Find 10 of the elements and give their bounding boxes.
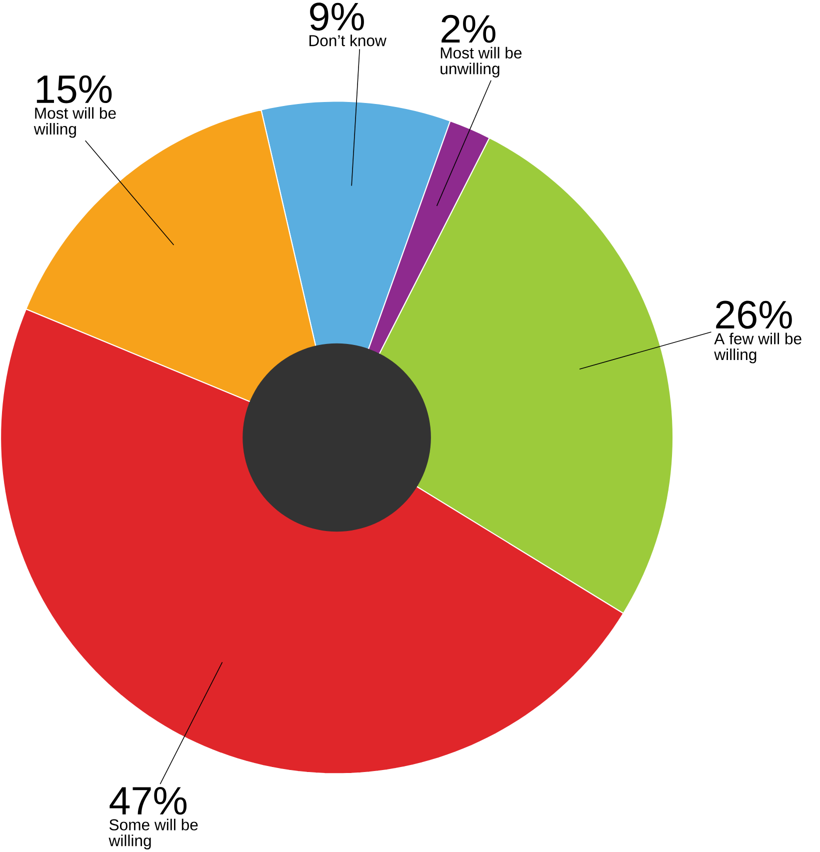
data-label: 47% xyxy=(110,786,187,815)
slice-label: A few will be willing xyxy=(714,332,802,364)
slice-label: Some will be willing xyxy=(108,818,198,850)
slice-label: Don’t know xyxy=(310,34,387,46)
slice-label: Most will be willing xyxy=(34,107,116,138)
data-label: 2% xyxy=(442,14,496,43)
data-label: 15% xyxy=(37,75,112,104)
data-label: 26% xyxy=(716,300,792,329)
slice-label: Most will be unwilling xyxy=(440,46,522,78)
data-label: 9% xyxy=(310,2,364,31)
